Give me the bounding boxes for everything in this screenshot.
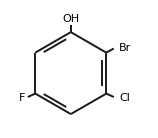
- Text: Cl: Cl: [119, 93, 130, 103]
- Text: F: F: [19, 93, 25, 103]
- Text: OH: OH: [62, 14, 79, 24]
- Text: Br: Br: [119, 43, 131, 53]
